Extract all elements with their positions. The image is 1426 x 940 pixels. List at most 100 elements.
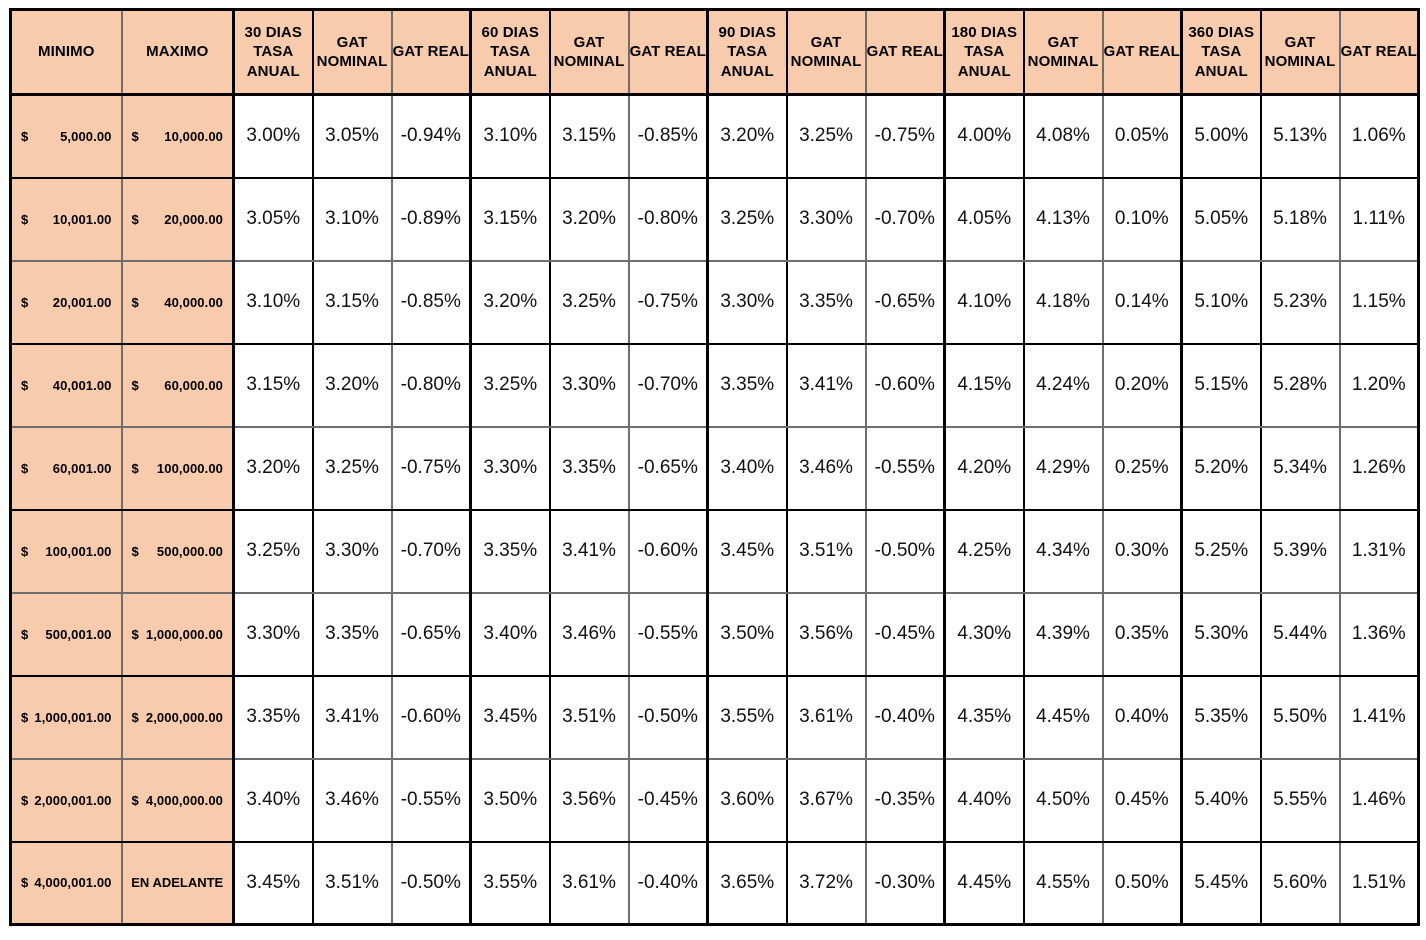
rate-cell: 5.44% — [1259, 592, 1340, 677]
rate-cell: 5.39% — [1259, 509, 1340, 594]
rate-cell: 4.55% — [1022, 841, 1103, 925]
maximo-cell: $60,000.00 — [120, 343, 234, 428]
currency-symbol: $ — [131, 128, 139, 144]
rate-cell: 5.60% — [1259, 841, 1340, 925]
rate-cell: 3.15% — [232, 343, 313, 428]
rate-cell: 0.40% — [1101, 675, 1182, 760]
rate-cell: -0.55% — [627, 592, 708, 677]
amount: $4,000,000.00 — [123, 793, 233, 808]
rate-cell: -0.60% — [864, 343, 945, 428]
rate-cell: 3.25% — [548, 260, 629, 345]
rate-cell: 3.35% — [311, 592, 392, 677]
rate-cell: 4.20% — [943, 426, 1024, 511]
rate-cell: 5.18% — [1259, 177, 1340, 262]
rate-cell: 3.20% — [311, 343, 392, 428]
rate-cell: -0.70% — [390, 509, 471, 594]
amount-value: 1,000,000.00 — [145, 626, 223, 642]
rate-cell: -0.45% — [627, 758, 708, 843]
amount: $4,000,001.00 — [12, 875, 121, 890]
rate-cell: 0.05% — [1101, 94, 1182, 179]
amount-value: 20,001.00 — [52, 294, 112, 310]
rate-cell: 3.60% — [706, 758, 787, 843]
amount: $10,000.00 — [123, 129, 233, 144]
rate-cell: 3.35% — [469, 509, 550, 594]
currency-symbol: $ — [131, 377, 139, 393]
rate-cell: 3.25% — [232, 509, 313, 594]
rate-cell: 4.35% — [943, 675, 1024, 760]
col-header-maximo: MAXIMO — [120, 9, 234, 96]
rate-cell: 1.15% — [1338, 260, 1419, 345]
minimo-cell: $60,001.00 — [10, 426, 122, 511]
rate-cell: 3.35% — [706, 343, 787, 428]
minimo-cell: $2,000,001.00 — [10, 758, 122, 843]
amount-value: 500,001.00 — [45, 626, 112, 642]
rate-cell: -0.60% — [627, 509, 708, 594]
amount-value: 500,000.00 — [156, 543, 223, 559]
rate-cell: 3.50% — [706, 592, 787, 677]
rate-cell: 3.45% — [232, 841, 313, 925]
rate-cell: 4.08% — [1022, 94, 1103, 179]
rate-cell: 5.28% — [1259, 343, 1340, 428]
amount: $1,000,000.00 — [123, 627, 233, 642]
rate-cell: 3.67% — [785, 758, 866, 843]
table-body: $5,000.00 $10,000.00 3.00% 3.05% -0.94% 3.10%… — [10, 94, 1419, 925]
rate-cell: 1.36% — [1338, 592, 1419, 677]
rate-cell: 3.20% — [232, 426, 313, 511]
rate-cell: 1.20% — [1338, 343, 1419, 428]
rate-cell: 3.10% — [311, 177, 392, 262]
rate-cell: -0.45% — [864, 592, 945, 677]
rate-cell: 1.41% — [1338, 675, 1419, 760]
currency-symbol: $ — [21, 543, 29, 559]
rate-cell: -0.75% — [390, 426, 471, 511]
currency-symbol: $ — [21, 460, 29, 476]
currency-symbol: $ — [21, 377, 29, 393]
currency-symbol: $ — [131, 792, 139, 808]
currency-symbol: $ — [21, 211, 29, 227]
currency-symbol: $ — [131, 460, 139, 476]
col-header-180d-tasa-anual: 180 DIAS TASA ANUAL — [943, 9, 1024, 96]
rate-cell: 3.65% — [706, 841, 787, 925]
rate-cell: -0.55% — [864, 426, 945, 511]
rate-cell: 0.30% — [1101, 509, 1182, 594]
range-text: EN ADELANTE — [131, 875, 224, 891]
col-header-60d-gat-nominal: GAT NOMINAL — [548, 9, 629, 96]
rate-cell: 3.20% — [469, 260, 550, 345]
minimo-cell: $1,000,001.00 — [10, 675, 122, 760]
rate-cell: 5.20% — [1180, 426, 1261, 511]
rate-cell: 4.25% — [943, 509, 1024, 594]
rate-cell: 3.35% — [548, 426, 629, 511]
col-header-90d-tasa-anual: 90 DIAS TASA ANUAL — [706, 9, 787, 96]
amount: $60,000.00 — [123, 378, 233, 393]
amount-value: 10,000.00 — [164, 128, 223, 144]
rate-cell: 3.20% — [706, 94, 787, 179]
rate-cell: 3.51% — [548, 675, 629, 760]
rate-cell: 3.55% — [469, 841, 550, 925]
minimo-cell: $4,000,001.00 — [10, 841, 122, 925]
rate-cell: 3.05% — [232, 177, 313, 262]
rate-cell: 0.50% — [1101, 841, 1182, 925]
rate-cell: 3.45% — [469, 675, 550, 760]
rate-cell: 5.25% — [1180, 509, 1261, 594]
rate-cell: 3.45% — [706, 509, 787, 594]
col-header-30d-tasa-anual: 30 DIAS TASA ANUAL — [232, 9, 313, 96]
rate-cell: -0.85% — [627, 94, 708, 179]
maximo-cell: $500,000.00 — [120, 509, 234, 594]
amount: $2,000,001.00 — [12, 793, 121, 808]
amount-value: 20,000.00 — [164, 211, 223, 227]
amount-value: 2,000,000.00 — [145, 709, 223, 725]
rate-cell: 1.06% — [1338, 94, 1419, 179]
rate-cell: 3.25% — [706, 177, 787, 262]
rate-cell: 3.56% — [785, 592, 866, 677]
amount-value: 40,000.00 — [164, 294, 223, 310]
currency-symbol: $ — [131, 543, 139, 559]
rate-cell: 3.35% — [785, 260, 866, 345]
col-header-30d-gat-real: GAT REAL — [390, 9, 471, 96]
rate-cell: 3.72% — [785, 841, 866, 925]
maximo-cell: $1,000,000.00 — [120, 592, 234, 677]
rate-cell: -0.75% — [864, 94, 945, 179]
rate-cell: 3.25% — [785, 94, 866, 179]
minimo-cell: $40,001.00 — [10, 343, 122, 428]
rate-cell: 4.30% — [943, 592, 1024, 677]
amount: $1,000,001.00 — [12, 710, 121, 725]
amount: $20,000.00 — [123, 212, 233, 227]
